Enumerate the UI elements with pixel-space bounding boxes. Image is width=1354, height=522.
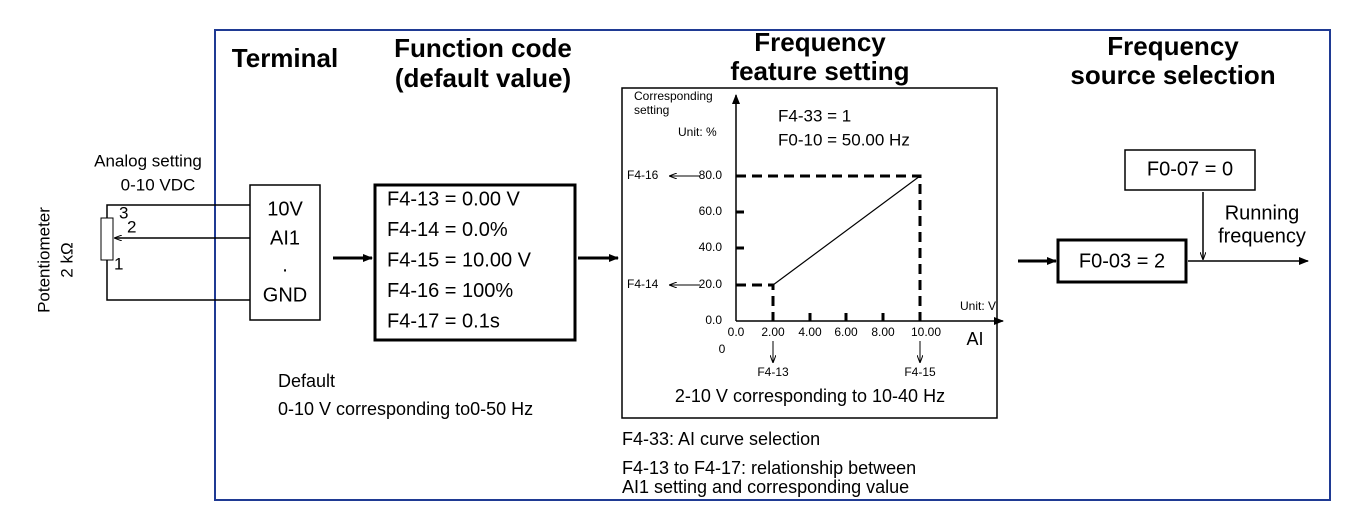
caption: 2-10 V corresponding to 10-40 Hz xyxy=(675,386,945,406)
column-title: Function code xyxy=(394,33,572,63)
terminal: 10V xyxy=(267,198,303,220)
output-label: Running xyxy=(1225,202,1300,224)
y-tick-label: 0.0 xyxy=(705,313,722,327)
function-code: F4-16 = 100% xyxy=(387,280,513,302)
y-label: setting xyxy=(634,103,669,117)
setting: F0-03 = 2 xyxy=(1079,250,1165,272)
y-tick-label: 80.0 xyxy=(699,168,723,182)
y-ref: F4-16 xyxy=(627,168,659,182)
column-title: (default value) xyxy=(395,63,571,93)
terminal: GND xyxy=(263,284,307,306)
y-tick-label: 60.0 xyxy=(699,204,723,218)
x-tick-label: 8.00 xyxy=(871,325,895,339)
unit-y: Unit: % xyxy=(678,125,717,139)
param: F4-33 = 1 xyxy=(778,106,851,125)
graph-box xyxy=(621,87,998,419)
terminal-box xyxy=(249,184,321,321)
pin: 1 xyxy=(114,254,123,273)
pin: 3 xyxy=(119,203,128,222)
x-ref: F4-15 xyxy=(904,365,936,379)
frame xyxy=(214,29,1331,501)
x-tick-label: 10.00 xyxy=(911,325,941,339)
unit-x: Unit: V xyxy=(960,299,996,313)
x-zero: 0 xyxy=(719,342,726,356)
dashed-guide xyxy=(736,174,922,321)
terminal: . xyxy=(282,254,288,276)
pot-label: Potentiometer xyxy=(34,207,53,313)
resistor xyxy=(100,217,114,261)
analog-label: 0-10 VDC xyxy=(121,175,196,194)
output-label: frequency xyxy=(1218,225,1306,247)
x-tick-label: 2.00 xyxy=(761,325,785,339)
y-label: Corresponding xyxy=(634,89,713,103)
y-tick-label: 40.0 xyxy=(699,240,723,254)
y-ref: F4-14 xyxy=(627,277,659,291)
param: F0-10 = 50.00 Hz xyxy=(778,130,910,149)
wire xyxy=(106,204,250,301)
pot-label: 2 kΩ xyxy=(57,242,76,277)
function-code: F4-14 = 0.0% xyxy=(387,219,508,241)
default-note: Default xyxy=(278,371,335,391)
function-code: F4-17 = 0.1s xyxy=(387,310,500,332)
column-title: source selection xyxy=(1070,60,1275,90)
pin: 2 xyxy=(127,217,136,236)
selector-box xyxy=(1124,149,1256,191)
column-title: Frequency xyxy=(754,27,886,57)
x-tick-label: 0.0 xyxy=(728,325,745,339)
note: F4-33: AI curve selection xyxy=(622,429,820,449)
column-title: Terminal xyxy=(232,43,338,73)
function-code: F4-15 = 10.00 V xyxy=(387,249,532,271)
x-label: AI xyxy=(966,329,983,349)
setting-box xyxy=(1056,238,1188,284)
curve xyxy=(772,175,921,286)
function-code: F4-13 = 0.00 V xyxy=(387,188,521,210)
default-note: 0-10 V corresponding to0-50 Hz xyxy=(278,399,533,419)
note: F4-13 to F4-17: relationship between xyxy=(622,458,916,478)
function-box xyxy=(373,183,577,342)
selector: F0-07 = 0 xyxy=(1147,158,1233,180)
x-ref: F4-13 xyxy=(757,365,789,379)
x-tick-label: 4.00 xyxy=(798,325,822,339)
column-title: Frequency xyxy=(1107,31,1239,61)
column-title: feature setting xyxy=(730,56,909,86)
x-tick-label: 6.00 xyxy=(834,325,858,339)
terminal: AI1 xyxy=(270,227,300,249)
note: AI1 setting and corresponding value xyxy=(622,477,909,497)
y-tick-label: 20.0 xyxy=(699,277,723,291)
analog-label: Analog setting xyxy=(94,151,202,170)
